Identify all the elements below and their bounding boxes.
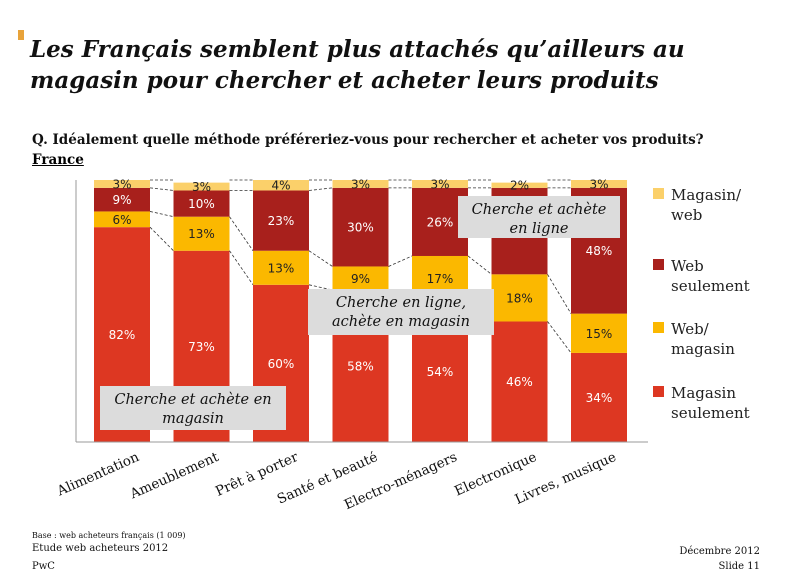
annotation-text: Cherche et achète en: [114, 392, 271, 408]
bar-segment: [571, 313, 627, 353]
legend-label: Magasin/: [671, 186, 742, 204]
bar-segment: [173, 182, 230, 191]
bar-segment: [332, 266, 389, 291]
data-label: 15%: [586, 327, 613, 341]
data-label: 60%: [268, 357, 295, 371]
footer-slide: Slide 11: [718, 561, 760, 572]
data-label: 48%: [586, 244, 613, 258]
connector-line: [547, 274, 572, 314]
annotation-text: Cherche et achète: [472, 202, 607, 218]
data-label: 54%: [427, 365, 454, 379]
data-label: 3%: [112, 177, 131, 191]
annotation-box: [458, 196, 620, 238]
connector-line: [149, 187, 174, 191]
bar-segment: [253, 190, 309, 251]
connector-line: [467, 255, 492, 275]
page-title: Les Français semblent plus attachés qu’a…: [30, 36, 685, 94]
bar-segment: [571, 180, 627, 188]
data-label: 10%: [188, 197, 215, 211]
data-label: 13%: [268, 261, 295, 275]
legend-label: seulement: [671, 404, 750, 422]
survey-question: Q. Idéalement quelle méthode préféreriez…: [32, 132, 704, 148]
legend-swatch: [653, 188, 664, 199]
bar-segment: [94, 211, 150, 228]
legend-label: web: [671, 206, 702, 224]
bar-segment: [412, 180, 468, 188]
data-label: 58%: [347, 360, 374, 374]
bar-segment: [173, 190, 230, 217]
connector-line: [149, 226, 174, 252]
connector-line: [229, 250, 254, 286]
annotation-box: [308, 289, 494, 335]
legend-swatch: [653, 322, 664, 333]
connector-line: [547, 321, 572, 354]
data-label: 6%: [112, 213, 131, 227]
connector-line: [149, 211, 174, 218]
connector-line: [308, 187, 333, 191]
data-label: 4%: [271, 179, 290, 193]
data-label: 13%: [188, 227, 215, 241]
legend-swatch: [653, 259, 664, 270]
country-label: France: [32, 152, 84, 168]
data-label: 2%: [510, 179, 529, 193]
footer-date: Décembre 2012: [679, 546, 760, 557]
bar-segment: [94, 180, 150, 188]
data-label: 30%: [347, 221, 374, 235]
data-label: 3%: [430, 177, 449, 191]
connector-line: [388, 255, 413, 267]
footer-study: Etude web acheteurs 2012: [32, 543, 169, 554]
data-label: 82%: [109, 328, 136, 342]
data-label: 46%: [506, 375, 533, 389]
bar-segment: [253, 180, 309, 191]
annotation-box: [100, 386, 286, 430]
bar-segment: [491, 274, 548, 322]
data-label: 17%: [427, 272, 454, 286]
data-label: 34%: [586, 391, 613, 405]
annotation-text: Cherche en ligne,: [336, 295, 466, 311]
category-tick-label: Ameublement: [127, 449, 222, 503]
annotation-text: achète en magasin: [332, 314, 470, 330]
legend-label: magasin: [671, 340, 735, 358]
data-label: 9%: [112, 193, 131, 207]
bar-segment: [173, 216, 230, 251]
legend-label: Web: [671, 257, 704, 275]
footer-base: Base : web acheteurs français (1 009): [32, 531, 186, 540]
bar-segment: [332, 180, 389, 188]
title-accent-bar: [18, 30, 24, 40]
bar-segment: [253, 250, 309, 285]
data-label: 73%: [188, 340, 215, 354]
data-label: 3%: [589, 177, 608, 191]
legend-label: Web/: [671, 320, 710, 338]
data-label: 26%: [427, 215, 454, 229]
legend-label: Magasin: [671, 384, 736, 402]
bar-segment: [94, 187, 150, 212]
annotation-text: magasin: [162, 411, 224, 427]
bar-segment: [571, 352, 627, 442]
bar-segment: [491, 182, 548, 188]
data-label: 3%: [351, 177, 370, 191]
annotation-text: en ligne: [509, 221, 568, 237]
legend-swatch: [653, 386, 664, 397]
connector-line: [308, 250, 333, 267]
data-label: 3%: [192, 180, 211, 194]
legend-label: seulement: [671, 277, 750, 295]
data-label: 23%: [268, 214, 295, 228]
data-label: 9%: [351, 272, 370, 286]
data-label: 18%: [506, 291, 533, 305]
connector-line: [229, 216, 254, 251]
footer-company: PwC: [32, 561, 55, 572]
bar-segment: [491, 321, 548, 442]
bar-segment: [332, 187, 389, 267]
